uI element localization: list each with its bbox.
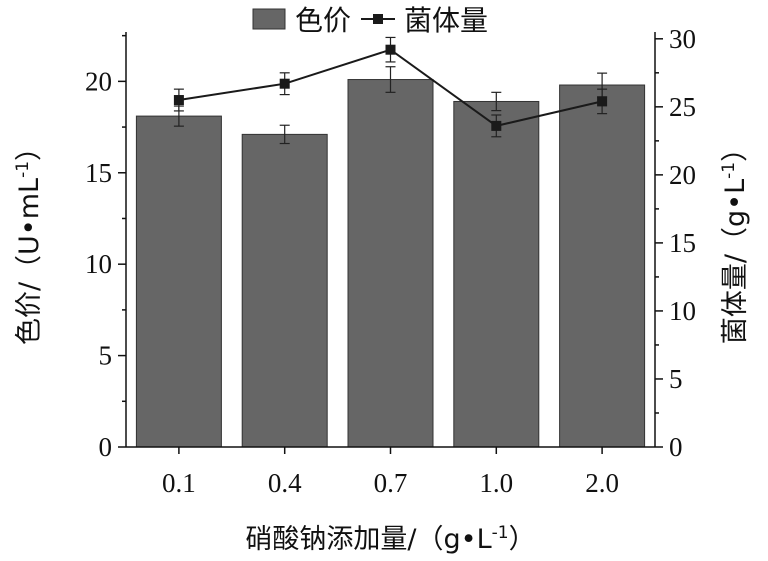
bar-1.0 (453, 100, 540, 448)
line-point-0.1 (173, 95, 184, 106)
bar-0.4 (241, 133, 328, 448)
line-point-2.0 (597, 96, 608, 107)
legend: 色价 菌体量 (252, 4, 488, 37)
y-right-tick-label-25: 25 (669, 92, 696, 122)
y-right-tick-label-15: 15 (669, 228, 696, 258)
bar-0.1 (135, 115, 222, 448)
line-point-1.0 (491, 120, 502, 131)
bars-layer (135, 79, 646, 448)
y-left-tick-label-10: 10 (85, 249, 112, 279)
y-right-axis-title: 菌体量/（g•L-1） (719, 135, 751, 344)
x-tick-label-0.1: 0.1 (162, 468, 196, 498)
x-axis-title: 硝酸钠添加量/（g•L-1） (245, 523, 535, 555)
x-tick-label-0.4: 0.4 (268, 468, 302, 498)
x-tick-labels: 0.1 0.4 0.7 1.0 2.0 (162, 468, 619, 498)
y-left-axis-title: 色价/（U•mL-1） (13, 134, 45, 345)
bar-0.7 (347, 79, 434, 448)
axes (118, 32, 663, 454)
bar-2.0 (559, 84, 646, 448)
y-left-tick-label-15: 15 (85, 158, 112, 188)
y-right-tick-label-30: 30 (669, 24, 696, 54)
y-right-tick-label-10: 10 (669, 296, 696, 326)
x-tick-label-1.0: 1.0 (479, 468, 513, 498)
y-left-tick-labels: 0 5 10 15 20 (85, 66, 112, 462)
line-point-0.7 (385, 44, 396, 55)
y-left-tick-label-20: 20 (85, 66, 112, 96)
x-tick-label-0.7: 0.7 (374, 468, 408, 498)
axis-titles: 硝酸钠添加量/（g•L-1） 色价/（U•mL-1） 菌体量/（g•L-1） (13, 134, 751, 555)
y-right-tick-label-20: 20 (669, 160, 696, 190)
x-tick-label-2.0: 2.0 (585, 468, 619, 498)
y-right-tick-label-0: 0 (669, 432, 683, 462)
y-right-tick-labels: 0 5 10 15 20 25 30 (669, 24, 696, 462)
legend-swatch-bar (252, 8, 286, 30)
y-left-tick-label-0: 0 (99, 432, 113, 462)
legend-label-line: 菌体量 (404, 4, 488, 37)
y-left-tick-label-5: 5 (99, 341, 113, 371)
legend-marker (373, 14, 383, 24)
line-point-0.4 (279, 78, 290, 89)
legend-label-bar: 色价 (295, 4, 351, 37)
line-layer (173, 36, 608, 138)
y-right-tick-label-5: 5 (669, 364, 683, 394)
